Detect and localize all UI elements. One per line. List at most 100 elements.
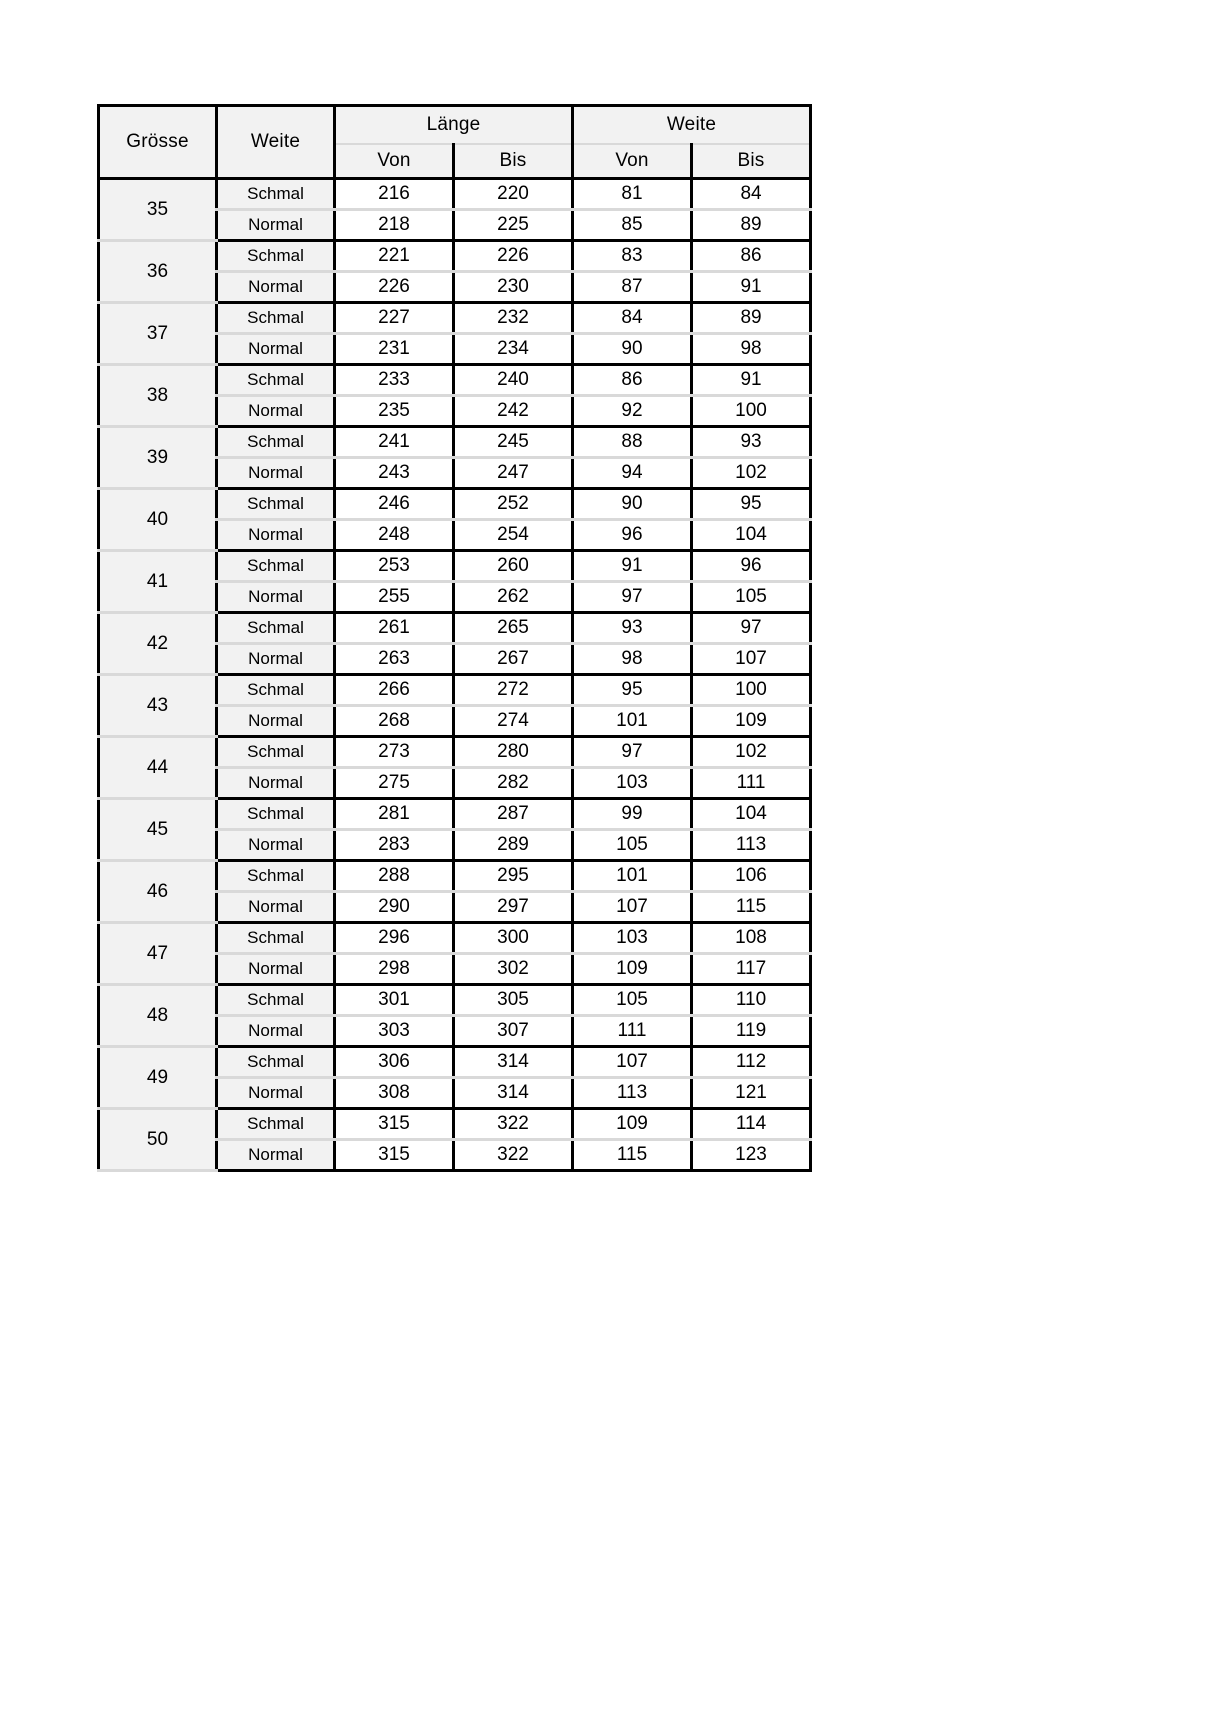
cell-laenge-bis: 254	[452, 519, 573, 552]
cell-laenge-von: 288	[333, 860, 454, 893]
cell-weite-label: Normal	[215, 643, 335, 676]
cell-weite-von: 105	[571, 829, 692, 862]
column-header-weite-bis: Bis	[689, 144, 811, 180]
table-row: Normal 283 289 105 113	[99, 829, 811, 862]
table-row: Normal 268 274 101 109	[99, 705, 811, 738]
cell-laenge-von: 221	[333, 240, 454, 273]
cell-weite-label: Normal	[215, 333, 335, 366]
column-group-header-laenge: Länge	[333, 105, 573, 145]
cell-laenge-von: 275	[333, 767, 454, 800]
cell-groesse: 38	[98, 364, 217, 428]
table-row: 43 Schmal 266 272 95 100	[98, 674, 811, 738]
cell-weite-label: Normal	[215, 209, 335, 242]
cell-weite-bis: 95	[689, 488, 811, 521]
cell-groesse: 42	[98, 612, 217, 676]
cell-weite-bis: 104	[689, 798, 811, 831]
cell-weite-label: Normal	[215, 953, 335, 986]
cell-weite-label: Normal	[215, 1077, 335, 1110]
cell-weite-bis: 84	[689, 178, 811, 211]
cell-laenge-bis: 322	[452, 1139, 573, 1171]
cell-weite-von: 98	[571, 643, 692, 676]
header-row-group: Grösse Weite Länge Weite	[98, 105, 811, 180]
cell-weite-bis: 96	[689, 550, 811, 583]
cell-weite-von: 83	[571, 240, 692, 273]
cell-laenge-bis: 242	[452, 395, 573, 428]
cell-laenge-bis: 322	[452, 1108, 573, 1141]
cell-weite-label: Schmal	[215, 674, 335, 707]
cell-laenge-bis: 305	[452, 984, 573, 1017]
cell-laenge-von: 235	[333, 395, 454, 428]
cell-weite-label: Schmal	[215, 798, 335, 831]
cell-weite-label: Normal	[215, 829, 335, 862]
cell-laenge-von: 226	[333, 271, 454, 304]
cell-weite-label: Schmal	[215, 364, 335, 397]
cell-laenge-bis: 262	[452, 581, 573, 614]
cell-weite-label: Normal	[215, 767, 335, 800]
size-chart-container: Grösse Weite Länge Weite Von Bis Von Bis…	[97, 104, 813, 1172]
table-row: 42 Schmal 261 265 93 97	[98, 612, 811, 676]
table-row: Normal 308 314 113 121	[99, 1077, 811, 1110]
cell-weite-von: 88	[571, 426, 692, 459]
cell-laenge-von: 253	[333, 550, 454, 583]
cell-weite-bis: 98	[689, 333, 811, 366]
cell-weite-label: Schmal	[215, 302, 335, 335]
cell-weite-von: 101	[571, 860, 692, 893]
cell-weite-label: Normal	[215, 519, 335, 552]
cell-laenge-von: 281	[333, 798, 454, 831]
cell-laenge-bis: 267	[452, 643, 573, 676]
cell-weite-von: 107	[571, 1046, 692, 1079]
cell-laenge-von: 308	[333, 1077, 454, 1110]
column-header-weite-label: Weite	[215, 105, 335, 180]
table-row: Normal 303 307 111 119	[99, 1015, 811, 1048]
cell-weite-bis: 115	[689, 891, 811, 924]
cell-weite-von: 97	[571, 581, 692, 614]
cell-laenge-bis: 297	[452, 891, 573, 924]
cell-weite-label: Normal	[215, 581, 335, 614]
cell-laenge-von: 227	[333, 302, 454, 335]
cell-groesse: 47	[98, 922, 217, 986]
cell-weite-label: Schmal	[215, 240, 335, 273]
cell-laenge-von: 241	[333, 426, 454, 459]
cell-weite-von: 87	[571, 271, 692, 304]
cell-laenge-bis: 314	[452, 1077, 573, 1110]
table-row: Normal 243 247 94 102	[99, 457, 811, 490]
cell-weite-label: Normal	[215, 395, 335, 428]
cell-laenge-von: 266	[333, 674, 454, 707]
cell-laenge-von: 255	[333, 581, 454, 614]
cell-laenge-von: 301	[333, 984, 454, 1017]
cell-groesse: 37	[98, 302, 217, 366]
table-row: 45 Schmal 281 287 99 104	[98, 798, 811, 862]
cell-laenge-bis: 245	[452, 426, 573, 459]
cell-weite-label: Normal	[215, 891, 335, 924]
cell-weite-bis: 91	[689, 364, 811, 397]
column-header-laenge-bis: Bis	[452, 144, 573, 180]
cell-weite-bis: 108	[689, 922, 811, 955]
cell-groesse: 36	[98, 240, 217, 304]
cell-weite-label: Schmal	[215, 1108, 335, 1141]
cell-weite-bis: 93	[689, 426, 811, 459]
cell-weite-von: 113	[571, 1077, 692, 1110]
table-row: Normal 231 234 90 98	[99, 333, 811, 366]
table-row: Normal 315 322 115 123	[99, 1139, 811, 1171]
cell-weite-von: 103	[571, 922, 692, 955]
cell-weite-von: 93	[571, 612, 692, 645]
cell-weite-von: 95	[571, 674, 692, 707]
cell-groesse: 48	[98, 984, 217, 1048]
cell-laenge-bis: 274	[452, 705, 573, 738]
cell-weite-label: Schmal	[215, 488, 335, 521]
cell-laenge-von: 315	[333, 1139, 454, 1171]
cell-laenge-bis: 247	[452, 457, 573, 490]
cell-laenge-bis: 265	[452, 612, 573, 645]
table-body: 35 Schmal 216 220 81 84 Normal 218 225 85 89 36 Schm…	[98, 178, 811, 1172]
cell-weite-von: 109	[571, 1108, 692, 1141]
cell-weite-bis: 86	[689, 240, 811, 273]
cell-laenge-bis: 220	[452, 178, 573, 211]
cell-weite-label: Normal	[215, 705, 335, 738]
column-header-laenge-von: Von	[333, 144, 454, 180]
size-chart-table: Grösse Weite Länge Weite Von Bis Von Bis…	[97, 104, 813, 1172]
table-row: Normal 290 297 107 115	[99, 891, 811, 924]
cell-laenge-von: 218	[333, 209, 454, 242]
cell-weite-bis: 102	[689, 736, 811, 769]
table-row: Normal 298 302 109 117	[99, 953, 811, 986]
